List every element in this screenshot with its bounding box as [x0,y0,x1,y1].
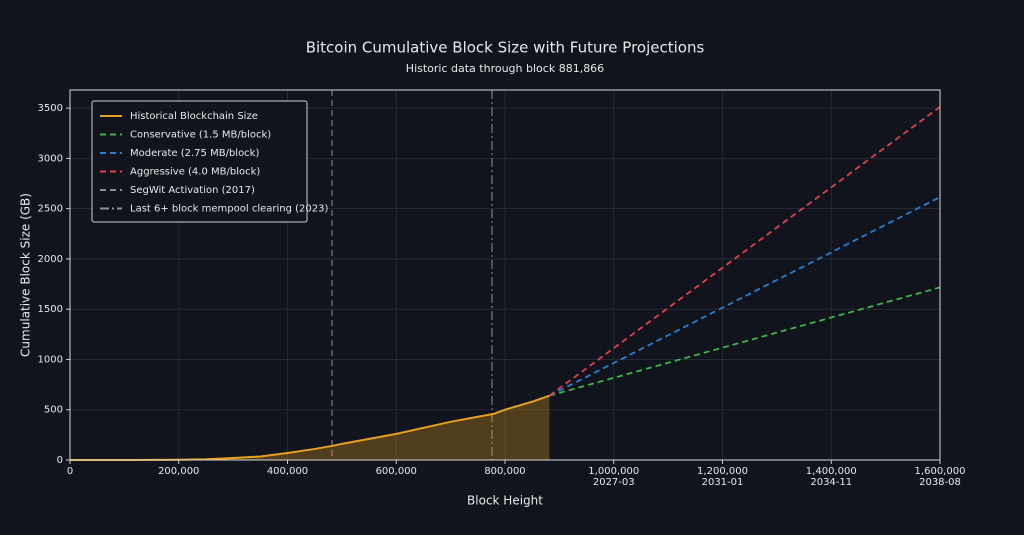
legend-box [91,100,308,223]
x-tick-label: 1,600,000 [915,466,966,477]
legend-label: Moderate (2.75 MB/block) [130,148,259,159]
x-tick-label: 600,000 [376,466,417,477]
y-axis-label: Cumulative Block Size (GB) [19,193,33,357]
y-tick-label: 1500 [38,304,63,315]
plot-frame [69,89,941,461]
y-tick-label: 3500 [38,103,63,114]
y-tick-label: 500 [44,405,63,416]
y-tick-label: 2500 [38,204,63,215]
y-tick-label: 0 [57,455,63,466]
legend-label: Last 6+ block mempool clearing (2023) [130,204,328,215]
x-tick-label: 1,200,000 [697,466,748,477]
legend-label: Historical Blockchain Size [130,111,258,122]
y-tick-label: 2000 [38,254,63,265]
chart-subtitle: Historic data through block 881,866 [406,62,604,75]
x-tick-date: 2034-11 [810,477,852,488]
x-tick-date: 2038-08 [919,477,961,488]
line [549,286,941,397]
line [549,196,941,397]
legend-label: Aggressive (4.0 MB/block) [130,167,260,178]
x-tick-date: 2027-03 [593,477,635,488]
x-axis-label: Block Height [467,494,543,508]
x-tick-date: 2031-01 [702,477,744,488]
x-tick-label: 1,000,000 [588,466,639,477]
x-tick-label: 400,000 [267,466,308,477]
x-tick-label: 200,000 [158,466,199,477]
line [70,394,550,461]
line [548,106,941,397]
chart-title: Bitcoin Cumulative Block Size with Futur… [306,39,705,57]
legend-label: Conservative (1.5 MB/block) [130,130,271,141]
x-tick-label: 1,400,000 [806,466,857,477]
y-tick-label: 1000 [38,354,63,365]
x-tick-label: 0 [67,466,73,477]
legend-label: SegWit Activation (2017) [130,185,255,196]
x-tick-label: 800,000 [484,466,525,477]
y-tick-label: 3000 [38,153,63,164]
area [70,395,550,460]
